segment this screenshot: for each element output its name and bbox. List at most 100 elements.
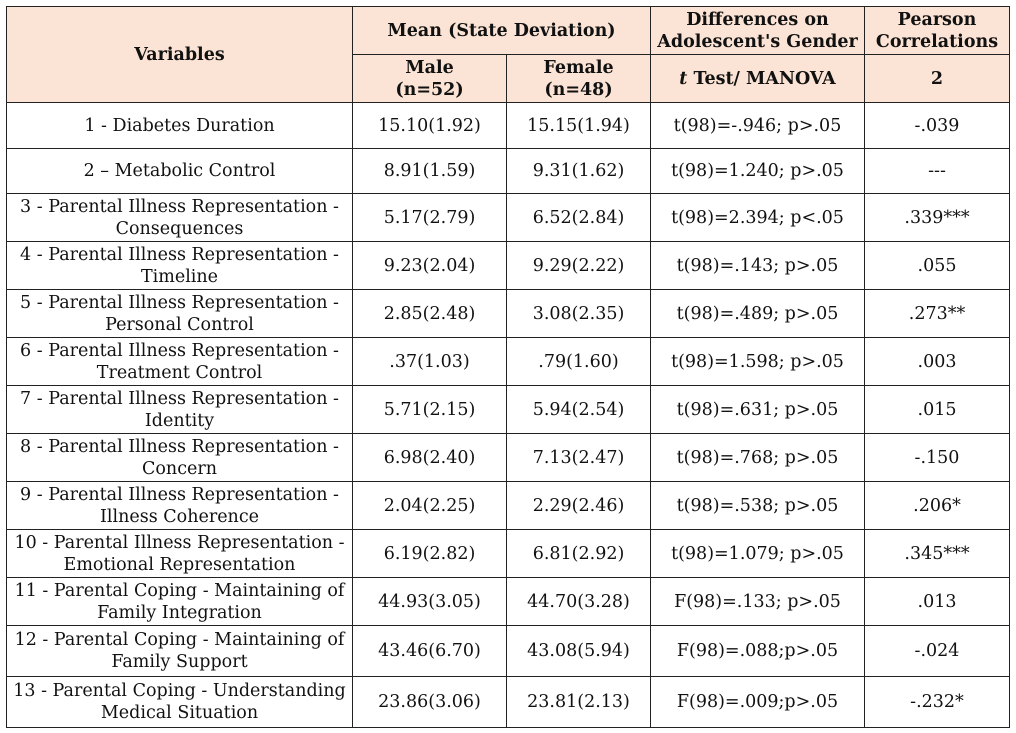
correlation-cell: .013 (864, 577, 1010, 626)
variable-name-line1: 9 - Parental Illness Representation - (20, 484, 339, 505)
variable-cell: 6 - Parental Illness Representation - Tre… (6, 337, 353, 386)
table-row: 3 - Parental Illness Representation - Con… (6, 193, 1010, 242)
table-row: 12 - Parental Coping - Maintaining of Fam… (6, 625, 1010, 677)
male-cell: 6.19(2.82) (352, 529, 507, 578)
variable-name-line2: Consequences (115, 218, 244, 239)
male-cell: 8.91(1.59) (352, 148, 507, 194)
table-row: 7 - Parental Illness Representation - Ide… (6, 385, 1010, 434)
female-cell: 7.13(2.47) (506, 433, 651, 482)
correlation-cell: -.150 (864, 433, 1010, 482)
variable-name-line1: 12 - Parental Coping - Maintaining of (14, 630, 345, 650)
variable-cell: 4 - Parental Illness Representation - Tim… (6, 241, 353, 290)
table-row: 2 – Metabolic Control 8.91(1.59) 9.31(1.62… (6, 148, 1010, 194)
header-variables: Variables (6, 6, 353, 103)
variable-name-line2: Identity (144, 410, 215, 431)
female-cell: 6.52(2.84) (506, 193, 651, 242)
test-cell: F(98)=.009;p>.05 (650, 676, 865, 728)
variable-name-line2: Family Support (111, 652, 248, 672)
table-row: 10 - Parental Illness Representation - Em… (6, 529, 1010, 578)
variable-cell: 11 - Parental Coping - Maintaining of Fam… (6, 577, 353, 626)
variable-name-line2: Family Integration (97, 602, 262, 623)
male-cell: 6.98(2.40) (352, 433, 507, 482)
table-row: 9 - Parental Illness Representation - Ill… (6, 481, 1010, 530)
female-cell: 9.31(1.62) (506, 148, 651, 194)
male-cell: .37(1.03) (352, 337, 507, 386)
correlation-cell: --- (864, 148, 1010, 194)
table-row: 13 - Parental Coping - Understanding Medi… (6, 676, 1010, 728)
header-male: Male (n=52) (352, 54, 507, 103)
variable-name-line2: Emotional Representation (63, 554, 296, 575)
variable-cell: 3 - Parental Illness Representation - Con… (6, 193, 353, 242)
variable-cell: 13 - Parental Coping - Understanding Medi… (6, 676, 353, 728)
variable-name-line1: 6 - Parental Illness Representation - (20, 340, 339, 361)
table-body: 1 - Diabetes Duration 15.10(1.92) 15.15(1.… (6, 102, 1010, 728)
statistics-table: Variables Mean (State Deviation) Differe… (6, 6, 1010, 728)
test-cell: t(98)=.489; p>.05 (650, 289, 865, 338)
male-cell: 5.71(2.15) (352, 385, 507, 434)
variable-name-line1: 4 - Parental Illness Representation - (20, 244, 339, 265)
variable-name-line1: 11 - Parental Coping - Maintaining of (14, 580, 345, 601)
variable-name-line2: Personal Control (105, 314, 254, 335)
header-pearson: Pearson Correlations (864, 6, 1010, 55)
male-cell: 2.04(2.25) (352, 481, 507, 530)
variable-name-line1: 8 - Parental Illness Representation - (20, 436, 339, 457)
correlation-cell: .015 (864, 385, 1010, 434)
female-cell: 43.08(5.94) (506, 625, 651, 677)
variable-name-line2: Treatment Control (96, 362, 263, 383)
male-cell: 15.10(1.92) (352, 102, 507, 149)
variable-name-line1: 3 - Parental Illness Representation - (20, 196, 339, 217)
correlation-cell: .339*** (864, 193, 1010, 242)
variable-cell: 9 - Parental Illness Representation - Ill… (6, 481, 353, 530)
table-row: 4 - Parental Illness Representation - Tim… (6, 241, 1010, 290)
variable-name-line1: 1 - Diabetes Duration (84, 115, 275, 136)
test-cell: t(98)=2.394; p<.05 (650, 193, 865, 242)
female-cell: 2.29(2.46) (506, 481, 651, 530)
variable-cell: 8 - Parental Illness Representation - Con… (6, 433, 353, 482)
variable-cell: 5 - Parental Illness Representation - Per… (6, 289, 353, 338)
header-row-1: Variables Mean (State Deviation) Differe… (6, 6, 1010, 103)
correlation-cell: .003 (864, 337, 1010, 386)
variable-name-line1: 7 - Parental Illness Representation - (20, 388, 339, 409)
table-row: 1 - Diabetes Duration 15.10(1.92) 15.15(1.… (6, 102, 1010, 149)
variable-name-line2: Concern (142, 458, 217, 479)
test-cell: F(98)=.133; p>.05 (650, 577, 865, 626)
table-row: 11 - Parental Coping - Maintaining of Fam… (6, 577, 1010, 626)
test-cell: t(98)=.143; p>.05 (650, 241, 865, 290)
variable-cell: 12 - Parental Coping - Maintaining of Fam… (6, 625, 353, 677)
variable-name-line2: Timeline (140, 266, 219, 287)
female-cell: 5.94(2.54) (506, 385, 651, 434)
table-row: 8 - Parental Illness Representation - Con… (6, 433, 1010, 482)
correlation-cell: .273** (864, 289, 1010, 338)
variable-name-line1: 2 – Metabolic Control (83, 161, 276, 181)
test-cell: F(98)=.088;p>.05 (650, 625, 865, 677)
variable-cell: 1 - Diabetes Duration (6, 102, 353, 149)
correlation-cell: -.232* (864, 676, 1010, 728)
test-cell: t(98)=.631; p>.05 (650, 385, 865, 434)
correlation-cell: -.039 (864, 102, 1010, 149)
test-cell: t(98)=.768; p>.05 (650, 433, 865, 482)
female-cell: .79(1.60) (506, 337, 651, 386)
female-cell: 23.81(2.13) (506, 676, 651, 728)
female-cell: 44.70(3.28) (506, 577, 651, 626)
male-cell: 2.85(2.48) (352, 289, 507, 338)
header-row-2: Male (n=52) Female (n=48) t Test/ MANOVA 2 (7, 54, 1010, 103)
table-row: 5 - Parental Illness Representation - Per… (6, 289, 1010, 338)
variable-cell: 10 - Parental Illness Representation - Em… (6, 529, 353, 578)
variable-cell: 7 - Parental Illness Representation - Ide… (6, 385, 353, 434)
header-differences: Differences on Adolescent's Gender (650, 6, 865, 55)
test-cell: t(98)=.538; p>.05 (650, 481, 865, 530)
correlation-cell: .206* (864, 481, 1010, 530)
male-cell: 43.46(6.70) (352, 625, 507, 677)
header-female: Female (n=48) (506, 54, 651, 103)
correlation-cell: -.024 (864, 625, 1010, 677)
male-cell: 44.93(3.05) (352, 577, 507, 626)
test-cell: t(98)=-.946; p>.05 (650, 102, 865, 149)
header-corr-col: 2 (864, 54, 1010, 103)
test-cell: t(98)=1.240; p>.05 (650, 148, 865, 194)
correlation-cell: .345*** (864, 529, 1010, 578)
variable-name-line2: Illness Coherence (100, 506, 259, 527)
variable-name-line1: 10 - Parental Illness Representation - (14, 532, 345, 553)
male-cell: 9.23(2.04) (352, 241, 507, 290)
test-cell: t(98)=1.598; p>.05 (650, 337, 865, 386)
female-cell: 6.81(2.92) (506, 529, 651, 578)
